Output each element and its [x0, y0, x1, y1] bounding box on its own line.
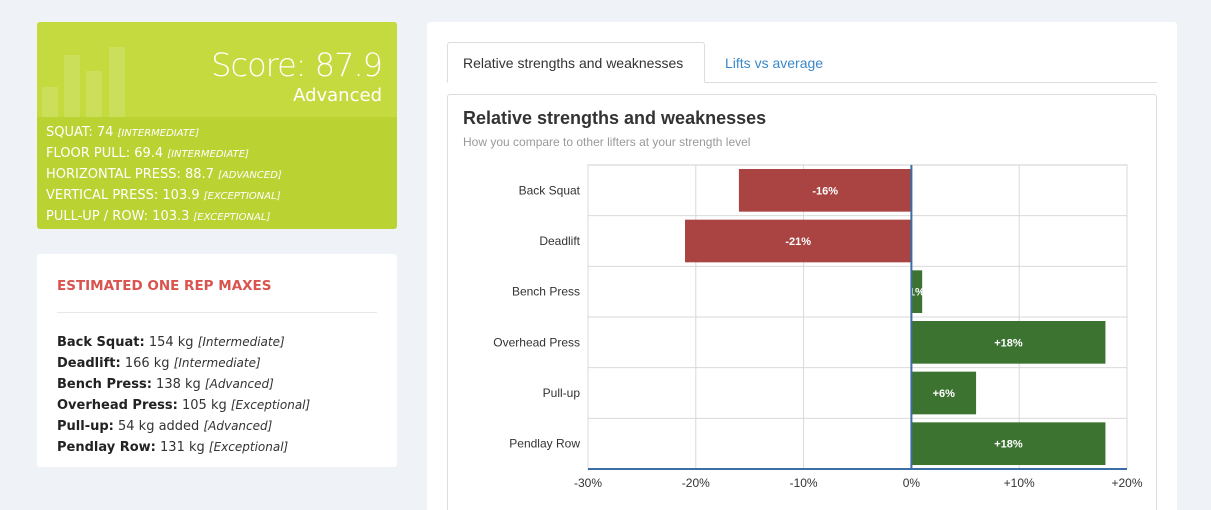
bar — [911, 422, 1106, 465]
lift-score-row: SQUAT: 74 [INTERMEDIATE] — [46, 123, 282, 144]
category-label: Overhead Press — [493, 335, 580, 349]
lift-name: Pull-up: — [57, 419, 114, 434]
lift-name: Back Squat: — [57, 335, 145, 350]
one-rep-max-row: Bench Press: 138 kg [Advanced] — [57, 374, 310, 395]
lift-value: 154 kg — [148, 335, 194, 350]
bar-data-label: -21% — [785, 236, 811, 248]
lift-name: Deadlift: — [57, 356, 121, 371]
lift-score-label: VERTICAL PRESS: 103.9 — [46, 188, 200, 203]
x-tick-label: +10% — [1004, 476, 1035, 490]
bar — [911, 321, 1106, 364]
lift-name: Pendlay Row: — [57, 440, 156, 455]
lift-score-row: PULL-UP / ROW: 103.3 [EXCEPTIONAL] — [46, 207, 282, 228]
lift-level: [Advanced] — [204, 377, 274, 391]
x-tick-label: +20% — [1111, 476, 1142, 490]
category-label: Bench Press — [512, 285, 580, 299]
lift-score-level: [INTERMEDIATE] — [117, 128, 200, 139]
lift-level: [Exceptional] — [208, 440, 289, 454]
lift-level: [Advanced] — [203, 419, 273, 433]
one-rep-max-row: Pull-up: 54 kg added [Advanced] — [57, 416, 310, 437]
bar — [911, 270, 923, 313]
x-tick-label: -20% — [682, 476, 710, 490]
lift-score-label: HORIZONTAL PRESS: 88.7 — [46, 167, 214, 182]
score-value: Score: 87.9 — [211, 46, 383, 84]
lift-value: 166 kg — [124, 356, 170, 371]
tab-relative-strengths[interactable]: Relative strengths and weaknesses — [447, 42, 705, 83]
decor-bar-icon — [109, 47, 125, 117]
lift-score-level: [EXCEPTIONAL] — [193, 212, 271, 223]
lift-level: [Intermediate] — [173, 356, 261, 370]
lift-value: 131 kg — [160, 440, 205, 455]
chart-container: Relative strengths and weaknesses How yo… — [447, 94, 1157, 510]
divider — [57, 312, 377, 313]
bar-data-label: 1% — [909, 287, 925, 299]
x-tick-label: 0% — [903, 476, 921, 490]
x-tick-label: -30% — [574, 476, 602, 490]
category-label: Deadlift — [539, 234, 580, 248]
tab-lifts-vs-average[interactable]: Lifts vs average — [725, 55, 824, 71]
chart-subtitle: How you compare to other lifters at your… — [463, 135, 751, 149]
category-label: Pendlay Row — [509, 437, 580, 451]
category-label: Pull-up — [543, 386, 581, 400]
one-rep-max-title: ESTIMATED ONE REP MAXES — [57, 278, 272, 294]
one-rep-max-row: Pendlay Row: 131 kg [Exceptional] — [57, 437, 310, 458]
one-rep-max-list: Back Squat: 154 kg [Intermediate] Deadli… — [57, 332, 310, 458]
lift-score-row: FLOOR PULL: 69.4 [INTERMEDIATE] — [46, 144, 282, 165]
one-rep-max-row: Back Squat: 154 kg [Intermediate] — [57, 332, 310, 353]
lift-name: Bench Press: — [57, 377, 152, 392]
lift-score-row: HORIZONTAL PRESS: 88.7 [ADVANCED] — [46, 165, 282, 186]
score-level: Advanced — [293, 85, 382, 106]
lift-score-label: FLOOR PULL: 69.4 — [46, 146, 164, 161]
lift-level: [Exceptional] — [230, 398, 311, 412]
bar-data-label: +18% — [994, 439, 1023, 451]
lift-value: 105 kg — [182, 398, 227, 413]
bar-data-label: +18% — [994, 337, 1023, 349]
bar-data-label: +6% — [933, 388, 956, 400]
one-rep-max-row: Deadlift: 166 kg [Intermediate] — [57, 353, 310, 374]
lift-score-row: VERTICAL PRESS: 103.9 [EXCEPTIONAL] — [46, 186, 282, 207]
lift-score-level: [EXCEPTIONAL] — [203, 191, 281, 202]
one-rep-max-card: ESTIMATED ONE REP MAXES Back Squat: 154 … — [37, 254, 397, 467]
lift-value: 138 kg — [156, 377, 201, 392]
one-rep-max-row: Overhead Press: 105 kg [Exceptional] — [57, 395, 310, 416]
decor-bar-icon — [42, 87, 58, 117]
lift-score-label: SQUAT: 74 — [46, 125, 114, 140]
bar — [911, 371, 977, 415]
category-label: Back Squat — [519, 183, 581, 197]
lift-score-level: [ADVANCED] — [217, 170, 282, 181]
strengths-bar-chart: -16% Back Squat -21% Deadlift 1% Bench Press +… — [493, 164, 1143, 490]
lift-value: 54 kg added — [118, 419, 200, 434]
score-header: Score: 87.9 Advanced — [37, 22, 397, 117]
lift-score-label: PULL-UP / ROW: 103.3 — [46, 209, 190, 224]
tab-bar: Relative strengths and weaknesses Lifts … — [447, 42, 1157, 83]
x-tick-label: -10% — [790, 476, 818, 490]
decor-bar-icon — [64, 55, 80, 117]
lift-level: [Intermediate] — [197, 335, 285, 349]
chart-title: Relative strengths and weaknesses — [463, 108, 767, 128]
score-card: Score: 87.9 Advanced SQUAT: 74 [INTERMEDI… — [37, 22, 397, 229]
bar-data-label: -16% — [812, 185, 838, 197]
lift-scores-list: SQUAT: 74 [INTERMEDIATE] FLOOR PULL: 69.4… — [46, 123, 282, 228]
bar — [685, 219, 912, 263]
analysis-panel: Relative strengths and weaknesses Lifts … — [427, 22, 1177, 510]
lift-score-level: [INTERMEDIATE] — [167, 149, 249, 160]
decor-bar-icon — [86, 71, 102, 117]
lift-name: Overhead Press: — [57, 398, 178, 413]
bar — [738, 169, 912, 212]
